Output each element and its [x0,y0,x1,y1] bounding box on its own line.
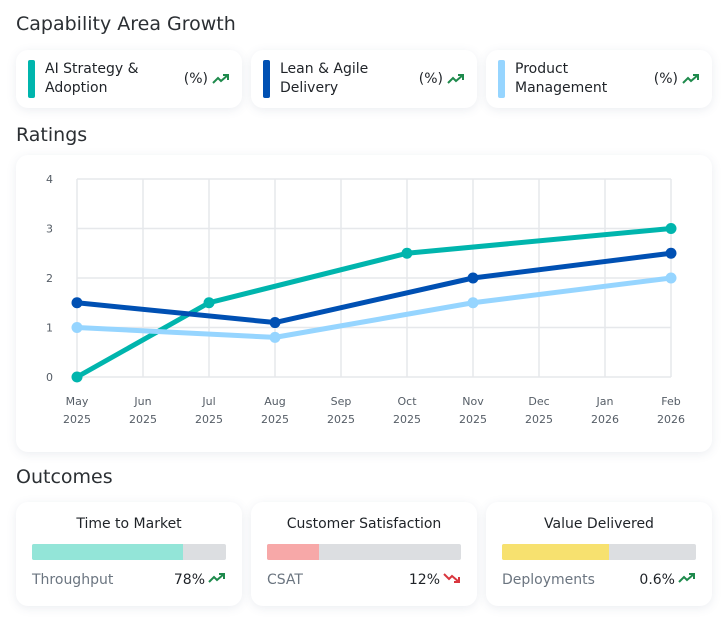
data-point [269,317,281,329]
ratings-title: Ratings [16,124,88,146]
legend-value: (%) [653,71,678,87]
trend-up-icon [682,70,700,89]
outcome-title: Value Delivered [544,516,654,532]
x-tick-label: Jan [596,395,614,408]
y-tick-label: 0 [46,371,53,384]
progress-fill [502,544,609,560]
y-tick-label: 2 [46,272,53,285]
outcome-card: Customer Satisfaction CSAT 12% [251,502,477,606]
x-tick-label: 2025 [393,413,421,426]
legend-label: AI Strategy & Adoption [45,61,139,96]
outcome-card: Value Delivered Deployments 0.6% [486,502,712,606]
ratings-chart: 0 1 2 3 4 May 2025 Jun 2025 Jul 2025 Aug 2025 Sep 2025… [46,173,685,426]
progress-bar [502,544,696,560]
trend-up-icon [678,572,696,588]
y-tick-label: 4 [46,173,53,186]
x-tick-label: 2025 [129,413,157,426]
metric-value: 12% [408,572,440,588]
y-tick-label: 1 [46,322,53,335]
trend-up-icon [212,70,230,89]
legend-label: Product Management [515,61,608,96]
progress-fill [267,544,320,560]
data-point [71,297,83,309]
metric-label: Throughput [32,572,114,588]
x-tick-label: Sep [331,395,352,408]
x-tick-label: Feb [661,395,680,408]
legend-color-swatch [263,60,270,98]
series-line [76,250,672,326]
x-tick-label: 2025 [327,413,355,426]
series-line [76,275,672,340]
x-tick-label: 2025 [63,413,91,426]
page-title: Capability Area Growth [16,13,236,35]
y-tick-label: 3 [46,223,53,236]
data-point [665,247,677,259]
data-point [467,272,479,284]
x-tick-label: May [66,395,89,408]
outcome-card: Time to Market Throughput 78% [16,502,242,606]
data-point [665,223,677,234]
outcome-title: Time to Market [76,516,182,532]
legend-color-swatch [498,60,505,98]
progress-fill [32,544,184,560]
data-point [665,272,677,284]
x-tick-label: 2025 [261,413,289,426]
x-tick-label: 2025 [525,413,553,426]
data-point [71,371,83,383]
outcomes-title: Outcomes [16,466,113,488]
legend-value: (%) [183,71,208,87]
data-point [269,331,281,343]
legend-value: (%) [418,71,443,87]
progress-bar [267,544,461,560]
x-tick-label: Jul [201,395,215,408]
legend-item[interactable]: AI Strategy & Adoption (%) [16,50,242,108]
x-tick-label: Nov [462,395,484,408]
metric-label: Deployments [502,572,595,588]
x-tick-label: Aug [264,395,285,408]
x-tick-label: 2026 [657,413,685,426]
x-tick-label: Dec [528,395,549,408]
ratings-chart-card: 0 1 2 3 4 May 2025 Jun 2025 Jul 2025 Aug 2025 Sep 2025… [16,155,712,452]
metric-value: 78% [173,572,205,588]
legend-color-swatch [28,60,35,98]
legend-item[interactable]: Product Management (%) [486,50,712,108]
metric-label: CSAT [267,572,303,588]
legend-label: Lean & Agile Delivery [280,61,369,96]
trend-up-icon [447,70,465,89]
x-tick-label: 2025 [459,413,487,426]
x-tick-label: 2025 [195,413,223,426]
data-point [71,322,83,333]
series-line [75,226,672,380]
progress-bar [32,544,226,560]
data-point [203,297,215,309]
data-point [467,297,479,309]
legend-item[interactable]: Lean & Agile Delivery (%) [251,50,477,108]
x-tick-label: Oct [397,395,417,408]
data-point [401,247,413,259]
outcome-title: Customer Satisfaction [286,516,442,532]
trend-down-icon [443,572,461,588]
trend-up-icon [208,572,226,588]
metric-value: 0.6% [639,572,675,588]
x-tick-label: Jun [133,395,151,408]
x-tick-label: 2026 [591,413,619,426]
